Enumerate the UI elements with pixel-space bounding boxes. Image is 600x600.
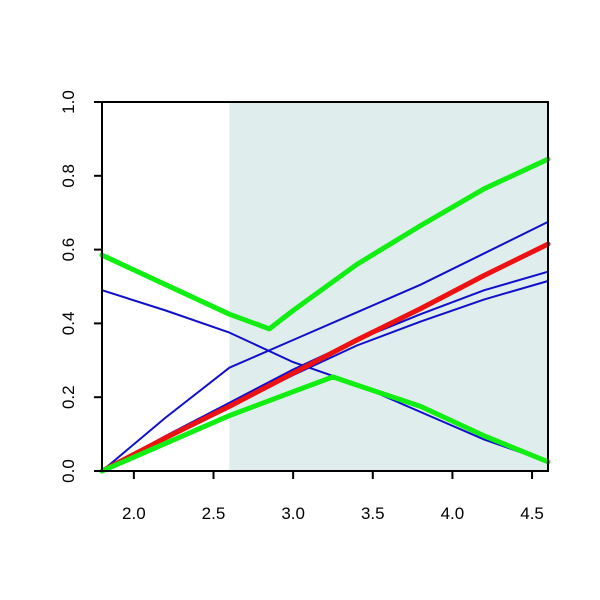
y-tick-label: 0.4 <box>59 312 78 336</box>
y-tick-label: 0.2 <box>59 385 78 409</box>
series-line-7 <box>99 374 551 474</box>
series-line-1 <box>101 289 549 463</box>
x-tick-label: 2.5 <box>202 504 226 523</box>
x-axis: 2.0 2.5 3.0 3.5 4.0 4.5 <box>122 470 544 523</box>
y-tick-label: 0.6 <box>59 238 78 262</box>
y-axis: 0.0 0.2 0.4 0.6 0.8 1.0 <box>59 90 103 483</box>
x-tick-label: 3.0 <box>281 504 305 523</box>
y-tick-label: 0.8 <box>59 164 78 188</box>
x-tick-label: 3.5 <box>361 504 385 523</box>
series-line-5 <box>99 241 551 474</box>
x-tick-label: 4.5 <box>520 504 544 523</box>
x-tick-label: 2.0 <box>122 504 146 523</box>
y-tick-label: 0.0 <box>59 459 78 483</box>
series-layer <box>99 156 551 474</box>
series-line-6 <box>99 156 551 332</box>
series-line-2 <box>101 220 549 472</box>
x-tick-label: 4.0 <box>441 504 465 523</box>
y-tick-label: 1.0 <box>59 90 78 114</box>
